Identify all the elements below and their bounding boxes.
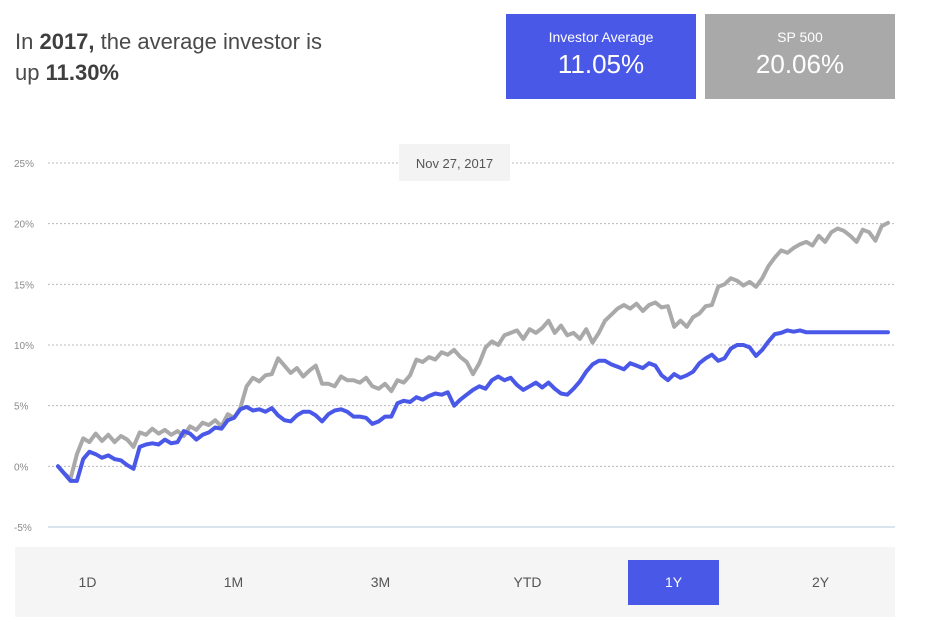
y-tick-label: 10% <box>14 341 34 352</box>
headline-mid: the average investor is up <box>15 29 322 85</box>
headline-pre: In <box>15 29 40 54</box>
sp500-line <box>56 220 890 481</box>
chart-series <box>56 220 890 483</box>
headline-pct: 11.30% <box>45 60 119 85</box>
investor-average-label: Investor Average <box>548 29 654 45</box>
y-tick-label: 25% <box>14 159 34 170</box>
sp500-value: 20.06% <box>755 49 845 79</box>
range-selector: 1D 1M 3M YTD 1Y 2Y <box>15 547 895 617</box>
headline: In 2017, the average investor is up 11.3… <box>15 26 335 88</box>
y-tick-label: 15% <box>14 280 34 291</box>
y-tick-label: 0% <box>14 462 29 473</box>
headline-year: 2017, <box>39 29 95 54</box>
sp500-label: SP 500 <box>777 29 823 45</box>
range-2y-button[interactable]: 2Y <box>811 574 830 590</box>
range-1y-button[interactable]: 1Y <box>628 560 719 605</box>
date-tooltip: Nov 27, 2017 <box>399 144 510 181</box>
investor-average-card[interactable]: Investor Average 11.05% <box>506 14 696 99</box>
y-tick-label: 20% <box>14 220 34 231</box>
range-1m-button[interactable]: 1M <box>223 574 244 590</box>
investor-average-value: 11.05% <box>557 49 645 79</box>
investor-average-line <box>56 328 890 483</box>
range-3m-button[interactable]: 3M <box>370 574 391 590</box>
y-tick-label: 5% <box>14 402 29 413</box>
line-chart: 25% 20% 15% 10% 5% 0% -5% Nov 27, 2017 <box>14 144 895 534</box>
y-tick-label: -5% <box>14 523 32 534</box>
tooltip-date: Nov 27, 2017 <box>416 156 493 171</box>
range-1d-button[interactable]: 1D <box>78 574 97 590</box>
sp500-card[interactable]: SP 500 20.06% <box>705 14 895 99</box>
tooltip-box <box>399 144 510 181</box>
range-ytd-button[interactable]: YTD <box>513 574 542 590</box>
